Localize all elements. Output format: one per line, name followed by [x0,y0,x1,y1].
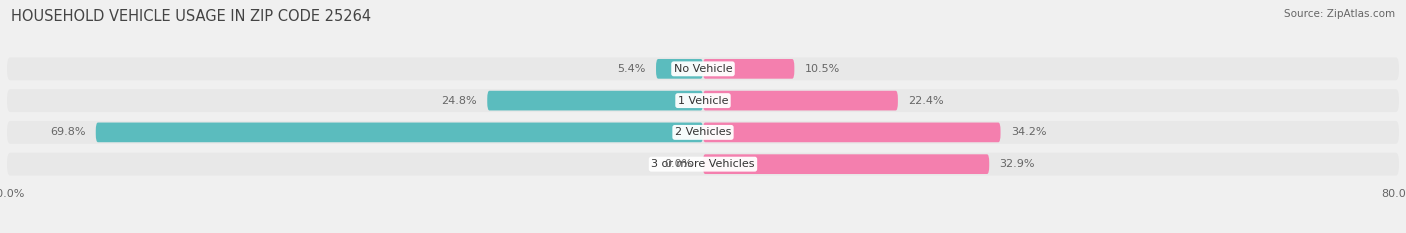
FancyBboxPatch shape [96,123,703,142]
Text: HOUSEHOLD VEHICLE USAGE IN ZIP CODE 25264: HOUSEHOLD VEHICLE USAGE IN ZIP CODE 2526… [11,9,371,24]
FancyBboxPatch shape [7,89,1399,112]
Text: 32.9%: 32.9% [1000,159,1035,169]
FancyBboxPatch shape [488,91,703,110]
Text: 5.4%: 5.4% [617,64,645,74]
Text: No Vehicle: No Vehicle [673,64,733,74]
Text: Source: ZipAtlas.com: Source: ZipAtlas.com [1284,9,1395,19]
Text: 34.2%: 34.2% [1011,127,1046,137]
Text: 10.5%: 10.5% [804,64,839,74]
FancyBboxPatch shape [703,123,1001,142]
Text: 2 Vehicles: 2 Vehicles [675,127,731,137]
Text: 22.4%: 22.4% [908,96,943,106]
Text: 1 Vehicle: 1 Vehicle [678,96,728,106]
FancyBboxPatch shape [7,121,1399,144]
FancyBboxPatch shape [7,153,1399,176]
Text: 0.0%: 0.0% [664,159,693,169]
FancyBboxPatch shape [703,154,990,174]
Text: 24.8%: 24.8% [441,96,477,106]
FancyBboxPatch shape [657,59,703,79]
Text: 69.8%: 69.8% [49,127,86,137]
FancyBboxPatch shape [703,59,794,79]
FancyBboxPatch shape [703,91,898,110]
FancyBboxPatch shape [7,57,1399,80]
Text: 3 or more Vehicles: 3 or more Vehicles [651,159,755,169]
